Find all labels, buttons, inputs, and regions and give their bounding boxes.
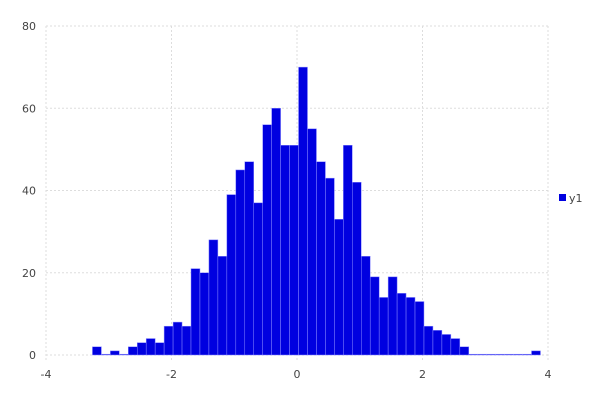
bars bbox=[92, 66, 541, 356]
histogram-bar bbox=[235, 169, 246, 356]
histogram-bar bbox=[101, 353, 111, 356]
histogram-bar bbox=[289, 145, 299, 356]
x-tick-label: -2 bbox=[166, 368, 177, 381]
y-tick-label: 0 bbox=[29, 349, 36, 362]
y-tick-label: 20 bbox=[22, 267, 36, 280]
histogram-bar bbox=[504, 353, 514, 356]
histogram-bar bbox=[459, 346, 470, 356]
histogram-bar bbox=[361, 256, 371, 356]
histogram-bar bbox=[495, 353, 505, 356]
histogram-bar bbox=[262, 124, 272, 356]
histogram-bar bbox=[513, 353, 523, 356]
histogram-bar bbox=[217, 256, 228, 356]
histogram-bar bbox=[423, 325, 434, 356]
histogram-bar bbox=[136, 342, 147, 356]
histogram-bar bbox=[190, 268, 201, 356]
legend[interactable]: y1 bbox=[559, 192, 583, 205]
histogram-bar bbox=[163, 325, 174, 356]
histogram-bar bbox=[450, 338, 461, 356]
histogram-bar bbox=[486, 353, 496, 356]
histogram-bar bbox=[172, 321, 183, 356]
histogram-bar bbox=[325, 177, 335, 356]
y-tick-label: 80 bbox=[22, 20, 36, 33]
histogram-bar bbox=[208, 239, 219, 356]
histogram-bar bbox=[154, 342, 165, 356]
x-tick-label: 4 bbox=[545, 368, 552, 381]
histogram-bar bbox=[280, 145, 290, 356]
histogram-bar bbox=[414, 301, 425, 356]
x-tick-label: 0 bbox=[294, 368, 301, 381]
histogram-bar bbox=[378, 297, 389, 356]
histogram-bar bbox=[441, 334, 452, 356]
legend-label-y1: y1 bbox=[569, 192, 583, 205]
histogram-bar bbox=[271, 108, 281, 356]
histogram-bar bbox=[145, 338, 156, 356]
histogram-bar bbox=[316, 161, 326, 356]
histogram-bar bbox=[522, 353, 532, 356]
histogram-bar bbox=[468, 353, 478, 356]
x-tick-label: 2 bbox=[419, 368, 426, 381]
histogram-bar bbox=[110, 350, 120, 356]
histogram-bar bbox=[343, 145, 353, 356]
histogram-bar bbox=[387, 276, 398, 356]
histogram-bar bbox=[334, 219, 344, 356]
x-tick-label: -4 bbox=[41, 368, 52, 381]
y-axis-ticks: 0 20 40 60 80 bbox=[22, 20, 36, 362]
histogram-bar bbox=[531, 350, 541, 356]
histogram-bar bbox=[298, 66, 308, 356]
y-tick-label: 60 bbox=[22, 102, 36, 115]
histogram-bar bbox=[396, 293, 407, 356]
histogram-bar bbox=[181, 325, 192, 356]
x-axis-ticks: -4 -2 0 2 4 bbox=[41, 368, 552, 381]
histogram-bar bbox=[477, 353, 487, 356]
legend-swatch-y1 bbox=[559, 194, 566, 201]
y-tick-label: 40 bbox=[22, 185, 36, 198]
histogram-bar bbox=[352, 182, 362, 356]
histogram-bar bbox=[92, 346, 102, 356]
histogram-bar bbox=[244, 161, 254, 356]
histogram-bar bbox=[405, 297, 416, 356]
histogram-bar bbox=[119, 353, 129, 356]
histogram-bar bbox=[307, 128, 317, 356]
histogram-bar bbox=[199, 272, 210, 356]
histogram-bar bbox=[128, 346, 138, 356]
histogram-bar bbox=[226, 194, 237, 356]
histogram-bar bbox=[432, 330, 443, 356]
histogram-bar bbox=[253, 202, 263, 356]
histogram-bar bbox=[369, 276, 380, 356]
